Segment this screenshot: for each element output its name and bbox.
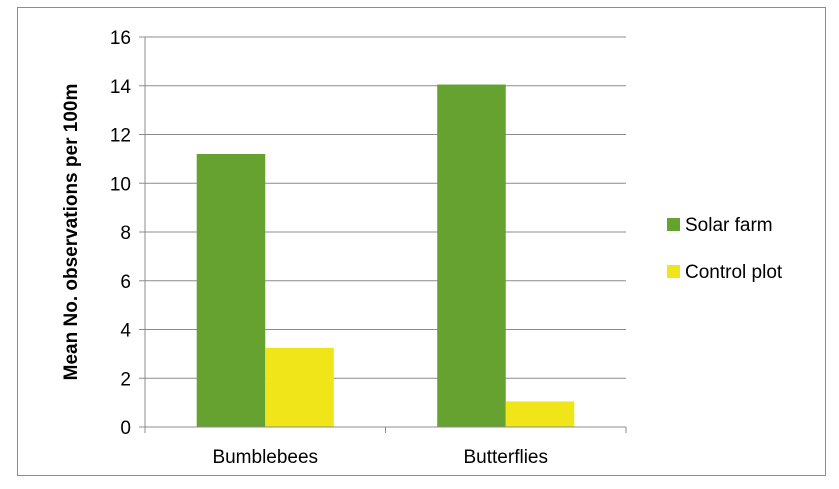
bar-butterflies-solar-farm — [437, 84, 506, 427]
y-tick-label: 0 — [120, 418, 131, 439]
y-tick-label: 10 — [110, 174, 131, 195]
y-tick-label: 14 — [110, 77, 132, 98]
legend-swatch — [667, 218, 680, 231]
y-tick-label: 16 — [110, 28, 131, 49]
y-tick-label: 6 — [120, 272, 131, 293]
y-tick-label: 4 — [120, 321, 131, 342]
legend-label: Control plot — [685, 262, 783, 283]
bar-bumblebees-control-plot — [265, 347, 334, 427]
axes: 0 2 4 6 8 10 12 14 16 Bumblebees Butterflies — [110, 28, 627, 468]
y-tick-label: 8 — [120, 223, 131, 244]
y-tick-label: 12 — [110, 126, 131, 147]
chart-frame — [17, 7, 826, 476]
y-axis-title: Mean No. observations per 100m — [61, 84, 82, 381]
legend: Solar farm Control plot — [667, 215, 783, 283]
bar-butterflies-control-plot — [505, 401, 575, 427]
legend-swatch — [667, 265, 680, 278]
bars — [196, 84, 575, 427]
x-category-label: Butterflies — [464, 447, 548, 468]
y-tick-label: 2 — [120, 369, 131, 390]
bar-bumblebees-solar-farm — [196, 154, 266, 427]
legend-label: Solar farm — [685, 215, 773, 236]
x-category-label: Bumblebees — [212, 447, 318, 468]
